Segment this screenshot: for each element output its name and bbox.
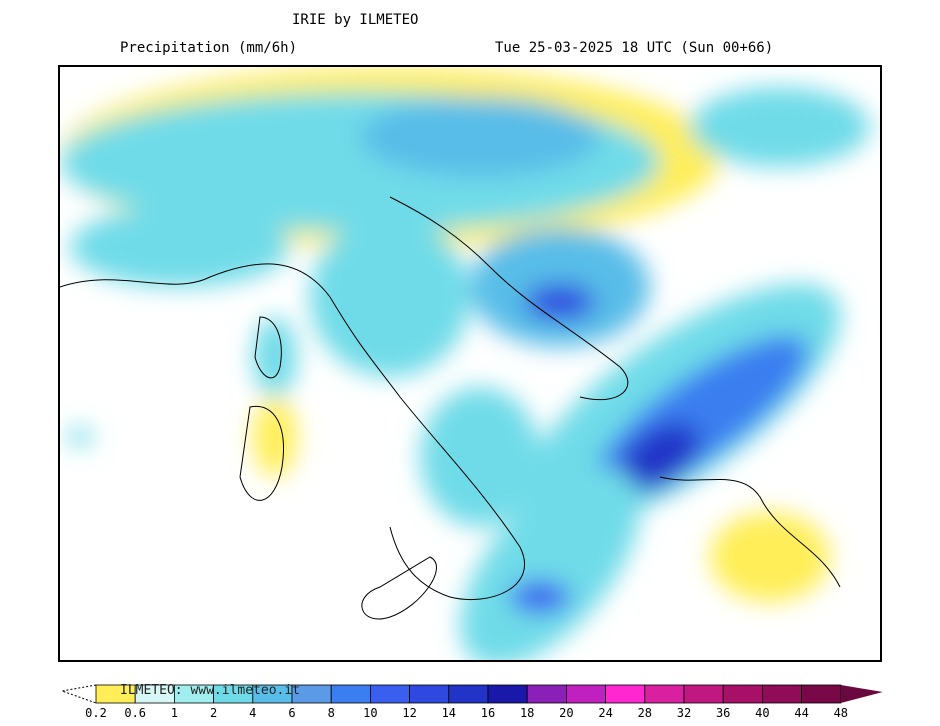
legend-label: 40 bbox=[755, 706, 770, 720]
legend-swatch bbox=[762, 684, 803, 704]
legend-under-arrow bbox=[60, 684, 97, 704]
legend-swatch bbox=[605, 684, 646, 704]
legend-label: 14 bbox=[441, 706, 457, 720]
watermark: ILMETEO: www.ilmeteo.it bbox=[120, 683, 301, 698]
legend-label: 32 bbox=[676, 706, 692, 720]
legend-label: 44 bbox=[794, 706, 809, 720]
legend-label: 2 bbox=[209, 706, 218, 720]
legend-swatch bbox=[526, 684, 567, 704]
legend-label: 0.2 bbox=[85, 706, 107, 720]
precipitation-field bbox=[60, 67, 870, 660]
legend-swatch bbox=[565, 684, 606, 704]
legend-label: 10 bbox=[363, 706, 378, 720]
legend-label: 6 bbox=[288, 706, 296, 720]
legend-label: 8 bbox=[327, 706, 335, 720]
legend-swatch bbox=[330, 684, 371, 704]
legend-swatch bbox=[683, 684, 724, 704]
legend-label: 20 bbox=[559, 706, 574, 720]
legend-label: 0.6 bbox=[124, 706, 147, 720]
color-legend: 0.2 0.6 1 2 4 6 8 10 12 14 16 18 20 24 28 32 36 40 44 48 bbox=[60, 684, 890, 726]
legend-swatch bbox=[644, 684, 685, 704]
legend-swatch bbox=[487, 684, 528, 704]
precipitation-map bbox=[58, 65, 882, 662]
valid-time: Tue 25-03-2025 18 UTC (Sun 00+66) bbox=[495, 40, 774, 56]
coastlines bbox=[60, 196, 841, 620]
legend-label: 1 bbox=[170, 706, 179, 720]
legend-over-arrow bbox=[840, 685, 883, 703]
variable-label: Precipitation (mm/6h) bbox=[120, 40, 298, 56]
legend-label: 4 bbox=[249, 706, 257, 720]
legend-swatch bbox=[722, 684, 763, 704]
legend-label: 28 bbox=[637, 706, 653, 720]
legend-label: 12 bbox=[402, 706, 417, 720]
legend-swatch bbox=[369, 684, 410, 704]
legend-bar bbox=[60, 684, 883, 704]
legend-label: 36 bbox=[715, 706, 731, 720]
map-title: IRIE by ILMETEO bbox=[292, 12, 419, 28]
legend-swatch bbox=[448, 684, 489, 704]
legend-label: 18 bbox=[519, 706, 535, 720]
legend-label: 16 bbox=[480, 706, 496, 720]
legend-swatch bbox=[801, 684, 842, 704]
legend-label: 48 bbox=[833, 706, 849, 720]
legend-label: 24 bbox=[598, 706, 613, 720]
legend-swatch bbox=[409, 684, 450, 704]
